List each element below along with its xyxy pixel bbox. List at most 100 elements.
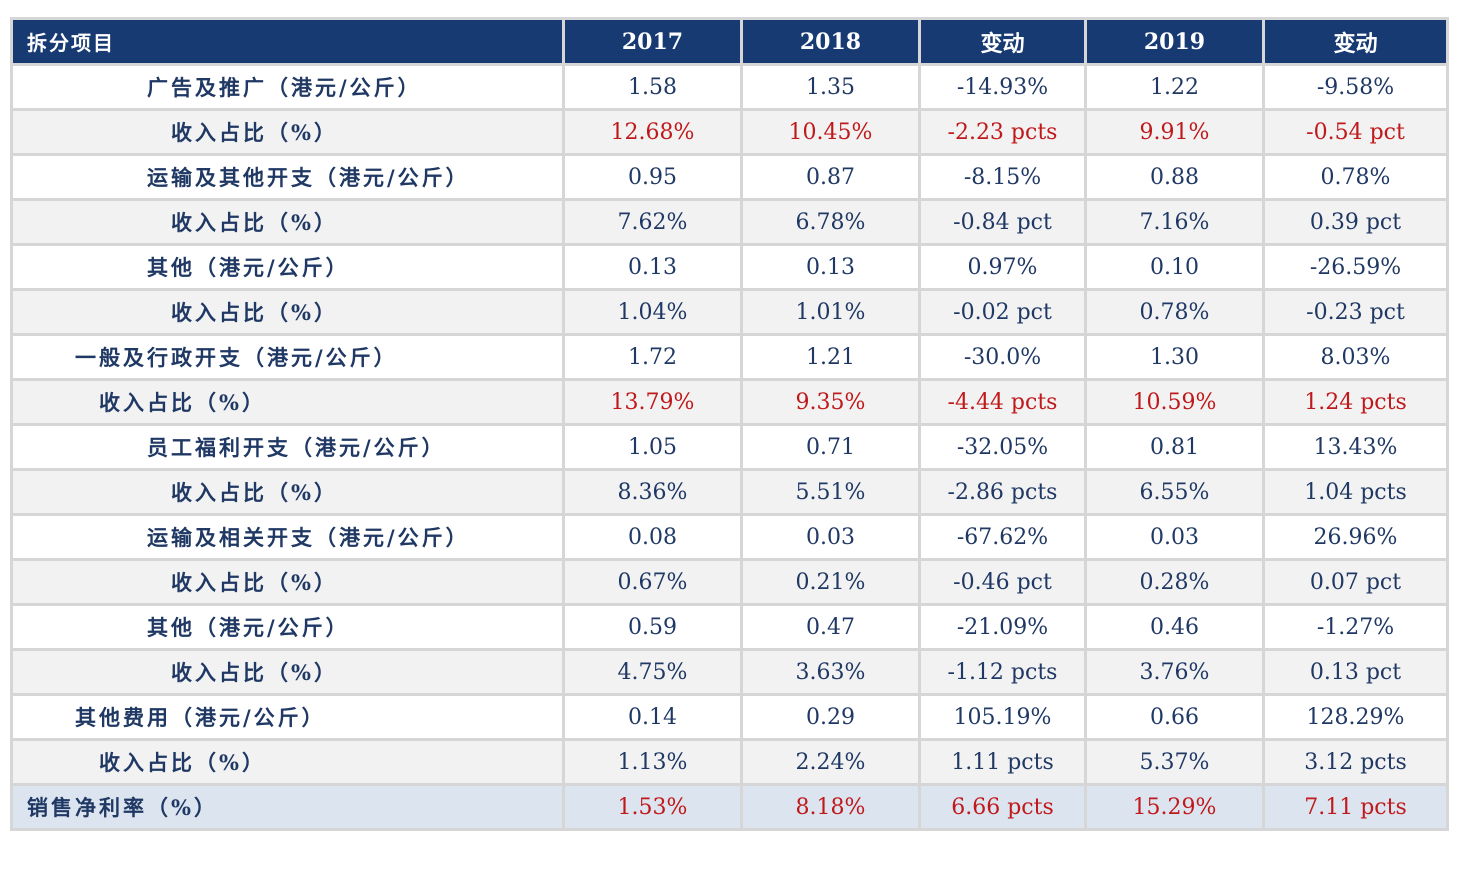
table-row: 其他（港元/公斤） 0.59 0.47 -21.09% 0.46 -1.27% [10,603,1449,651]
header-2017: 2017 [562,17,743,66]
value-2019-cell: 10.59% [1084,378,1265,426]
value-2017-cell: 1.58 [562,63,743,111]
change-2019-cell: 7.11 pcts [1262,783,1449,831]
value-2019-cell: 6.55% [1084,468,1265,516]
header-change-2019: 变动 [1262,17,1449,66]
value-2018-cell: 0.13 [740,243,921,291]
table-row: 收入占比（%） 4.75% 3.63% -1.12 pcts 3.76% 0.13 pct [10,648,1449,696]
change-2019-cell: 0.13 pct [1262,648,1449,696]
value-2018-cell: 5.51% [740,468,921,516]
table-row: 收入占比（%） 12.68% 10.45% -2.23 pcts 9.91% -0.54 … [10,108,1449,156]
row-label: 一般及行政开支（港元/公斤） [10,333,565,381]
value-2018-cell: 1.01% [740,288,921,336]
row-label: 收入占比（%） [10,468,565,516]
change-2018-cell: -2.23 pcts [918,108,1087,156]
value-2019-cell: 0.78% [1084,288,1265,336]
value-2018-cell: 0.29 [740,693,921,741]
change-2018-cell: -1.12 pcts [918,648,1087,696]
change-2019-cell: 128.29% [1262,693,1449,741]
value-2017-cell: 7.62% [562,198,743,246]
value-2019-cell: 0.46 [1084,603,1265,651]
value-2019-cell: 0.03 [1084,513,1265,561]
table-row: 其他（港元/公斤） 0.13 0.13 0.97% 0.10 -26.59% [10,243,1449,291]
value-2018-cell: 3.63% [740,648,921,696]
change-2018-cell: 1.11 pcts [918,738,1087,786]
change-2018-cell: -8.15% [918,153,1087,201]
header-2019: 2019 [1084,17,1265,66]
value-2019-cell: 1.30 [1084,333,1265,381]
change-2019-cell: 8.03% [1262,333,1449,381]
value-2019-cell: 0.28% [1084,558,1265,606]
table-row: 收入占比（%） 8.36% 5.51% -2.86 pcts 6.55% 1.04 pct… [10,468,1449,516]
change-2019-cell: -0.54 pct [1262,108,1449,156]
value-2018-cell: 0.03 [740,513,921,561]
value-2018-cell: 0.21% [740,558,921,606]
value-2017-cell: 13.79% [562,378,743,426]
header-change-2018: 变动 [918,17,1087,66]
change-2019-cell: 0.07 pct [1262,558,1449,606]
value-2017-cell: 1.53% [562,783,743,831]
value-2018-cell: 10.45% [740,108,921,156]
value-2017-cell: 1.13% [562,738,743,786]
change-2018-cell: -2.86 pcts [918,468,1087,516]
value-2019-cell: 0.88 [1084,153,1265,201]
change-2019-cell: 0.39 pct [1262,198,1449,246]
row-label: 员工福利开支（港元/公斤） [10,423,565,471]
change-2018-cell: -4.44 pcts [918,378,1087,426]
change-2019-cell: -1.27% [1262,603,1449,651]
row-label: 运输及其他开支（港元/公斤） [10,153,565,201]
table-row: 收入占比（%） 13.79% 9.35% -4.44 pcts 10.59% 1.24 p… [10,378,1449,426]
change-2019-cell: -9.58% [1262,63,1449,111]
value-2019-cell: 7.16% [1084,198,1265,246]
header-row: 拆分项目 2017 2018 变动 2019 变动 [10,17,1449,66]
value-2018-cell: 1.35 [740,63,921,111]
row-label: 销售净利率（%） [10,783,565,831]
value-2018-cell: 0.71 [740,423,921,471]
value-2017-cell: 0.14 [562,693,743,741]
value-2018-cell: 8.18% [740,783,921,831]
expense-breakdown-table: 拆分项目 2017 2018 变动 2019 变动 广告及推广（港元/公斤） 1.… [10,17,1449,831]
table-row: 其他费用（港元/公斤） 0.14 0.29 105.19% 0.66 128.29% [10,693,1449,741]
value-2018-cell: 2.24% [740,738,921,786]
value-2017-cell: 4.75% [562,648,743,696]
row-label: 其他费用（港元/公斤） [10,693,565,741]
value-2017-cell: 0.13 [562,243,743,291]
table-row: 运输及其他开支（港元/公斤） 0.95 0.87 -8.15% 0.88 0.78% [10,153,1449,201]
row-label: 其他（港元/公斤） [10,603,565,651]
row-label: 广告及推广（港元/公斤） [10,63,565,111]
row-label: 其他（港元/公斤） [10,243,565,291]
table-row: 员工福利开支（港元/公斤） 1.05 0.71 -32.05% 0.81 13.43% [10,423,1449,471]
row-label: 收入占比（%） [10,288,565,336]
change-2018-cell: -32.05% [918,423,1087,471]
value-2017-cell: 0.95 [562,153,743,201]
change-2018-cell: -0.46 pct [918,558,1087,606]
value-2017-cell: 0.08 [562,513,743,561]
change-2018-cell: -67.62% [918,513,1087,561]
change-2019-cell: 1.04 pcts [1262,468,1449,516]
table-row: 收入占比（%） 1.13% 2.24% 1.11 pcts 5.37% 3.12 pcts [10,738,1449,786]
change-2019-cell: -26.59% [1262,243,1449,291]
row-label: 收入占比（%） [10,198,565,246]
change-2019-cell: 1.24 pcts [1262,378,1449,426]
row-label: 收入占比（%） [10,558,565,606]
table-row: 一般及行政开支（港元/公斤） 1.72 1.21 -30.0% 1.30 8.03% [10,333,1449,381]
row-label: 收入占比（%） [10,738,565,786]
change-2018-cell: 105.19% [918,693,1087,741]
table-row: 收入占比（%） 0.67% 0.21% -0.46 pct 0.28% 0.07 pct [10,558,1449,606]
value-2019-cell: 1.22 [1084,63,1265,111]
value-2017-cell: 12.68% [562,108,743,156]
value-2018-cell: 0.87 [740,153,921,201]
change-2019-cell: 13.43% [1262,423,1449,471]
value-2019-cell: 15.29% [1084,783,1265,831]
change-2018-cell: -21.09% [918,603,1087,651]
value-2017-cell: 8.36% [562,468,743,516]
change-2019-cell: -0.23 pct [1262,288,1449,336]
row-label: 收入占比（%） [10,378,565,426]
value-2017-cell: 1.04% [562,288,743,336]
change-2018-cell: 0.97% [918,243,1087,291]
row-label: 运输及相关开支（港元/公斤） [10,513,565,561]
value-2019-cell: 0.10 [1084,243,1265,291]
change-2018-cell: -30.0% [918,333,1087,381]
value-2017-cell: 0.59 [562,603,743,651]
value-2019-cell: 5.37% [1084,738,1265,786]
